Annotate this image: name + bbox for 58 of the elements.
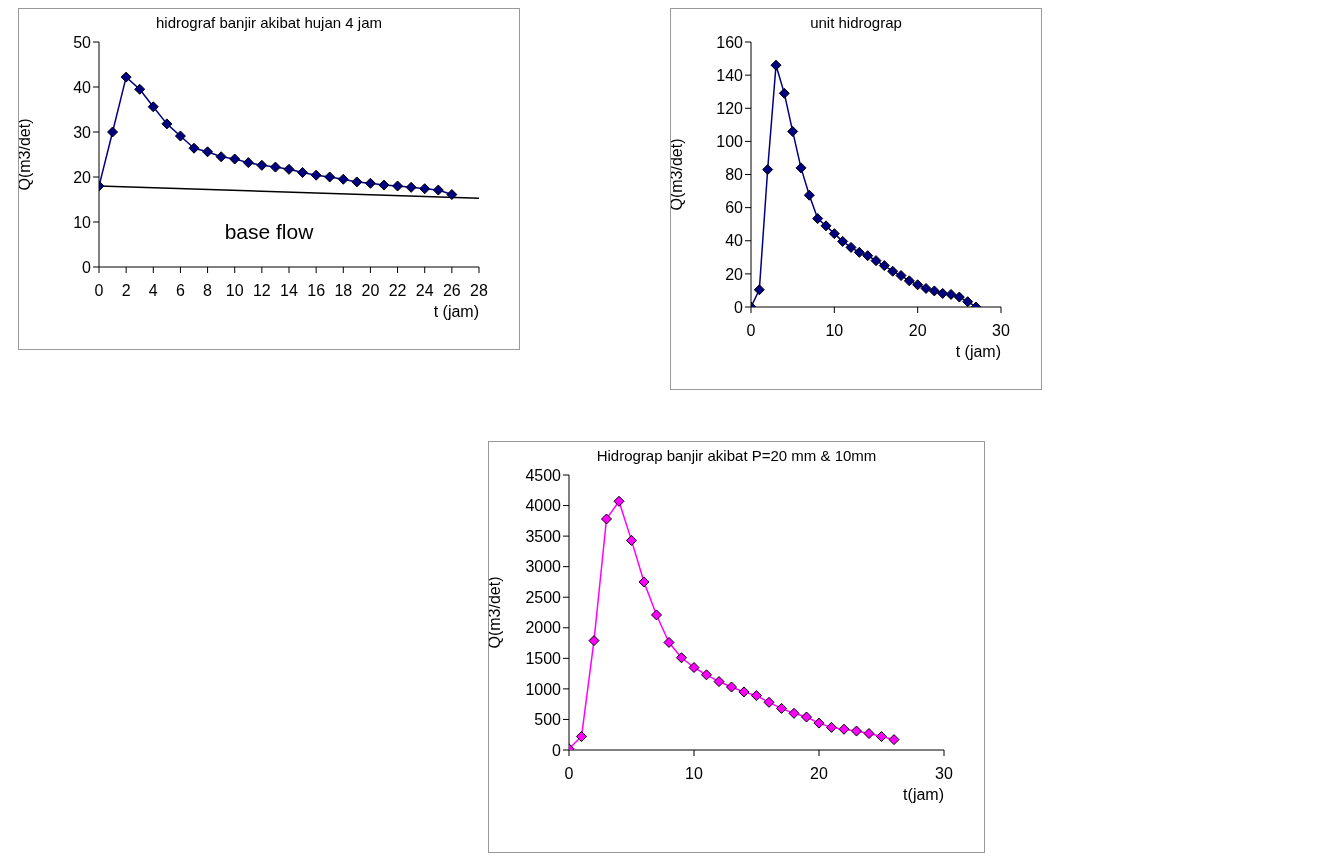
x-tick-label: 4 — [148, 282, 158, 300]
y-tick-label: 0 — [734, 298, 744, 316]
chart-title: hidrograf banjir akibat hujan 4 jam — [155, 13, 383, 32]
x-tick-label: 8 — [203, 282, 213, 300]
x-axis-title: t (jam) — [433, 303, 479, 320]
x-tick-label: 24 — [415, 282, 434, 300]
y-tick-label: 2500 — [525, 588, 562, 606]
y-tick-label: 10 — [73, 213, 92, 231]
x-tick-label: 12 — [252, 282, 271, 300]
y-tick-label: 160 — [716, 33, 744, 51]
y-axis-title: Q(m3/det) — [667, 138, 685, 211]
x-tick-label: 10 — [685, 765, 703, 783]
x-tick-label: 0 — [746, 322, 756, 340]
x-tick-label: 22 — [388, 282, 407, 300]
x-tick-label: 16 — [307, 282, 326, 300]
y-tick-label: 4000 — [525, 497, 562, 515]
y-tick-label: 40 — [725, 232, 744, 250]
x-tick-label: 28 — [470, 282, 488, 300]
x-tick-label: 20 — [361, 282, 380, 300]
x-tick-label: 2 — [121, 282, 131, 300]
y-tick-label: 0 — [552, 741, 562, 759]
x-axis-title: t (jam) — [955, 343, 1001, 360]
y-tick-label: 60 — [725, 199, 744, 217]
x-tick-label: 20 — [908, 322, 927, 340]
annotation: base flow — [224, 219, 314, 243]
x-tick-label: 0 — [564, 765, 574, 783]
x-tick-label: 14 — [280, 282, 298, 300]
y-tick-label: 100 — [716, 133, 744, 151]
y-tick-label: 140 — [716, 66, 744, 84]
x-tick-label: 30 — [992, 322, 1010, 340]
y-axis-title: Q(m3/det) — [15, 118, 33, 191]
y-tick-label: 20 — [73, 168, 92, 186]
x-axis-title: t(jam) — [903, 786, 944, 803]
y-tick-label: 3500 — [525, 527, 562, 545]
x-tick-label: 10 — [225, 282, 244, 300]
chart-title: Hidrograp banjir akibat P=20 mm & 10mm — [595, 446, 878, 465]
y-axis-title: Q(m3/det) — [485, 576, 503, 649]
x-tick-label: 26 — [442, 282, 461, 300]
y-tick-label: 1500 — [525, 650, 562, 668]
y-tick-label: 1000 — [525, 680, 562, 698]
x-tick-label: 6 — [175, 282, 185, 300]
y-tick-label: 2000 — [525, 619, 562, 637]
y-tick-label: 50 — [73, 33, 92, 51]
y-tick-label: 500 — [534, 711, 562, 729]
y-tick-label: 3000 — [525, 558, 562, 576]
x-tick-label: 20 — [810, 765, 828, 783]
x-tick-label: 0 — [94, 282, 104, 300]
y-tick-label: 4500 — [525, 466, 562, 484]
y-tick-label: 30 — [73, 123, 92, 141]
x-tick-label: 10 — [825, 322, 844, 340]
y-tick-label: 0 — [82, 258, 92, 276]
y-tick-label: 80 — [725, 166, 744, 184]
chart-title: unit hidrograp — [809, 13, 903, 32]
x-tick-label: 30 — [935, 765, 953, 783]
y-tick-label: 120 — [716, 99, 744, 117]
y-tick-label: 40 — [73, 78, 92, 96]
x-tick-label: 18 — [334, 282, 353, 300]
y-tick-label: 20 — [725, 265, 744, 283]
